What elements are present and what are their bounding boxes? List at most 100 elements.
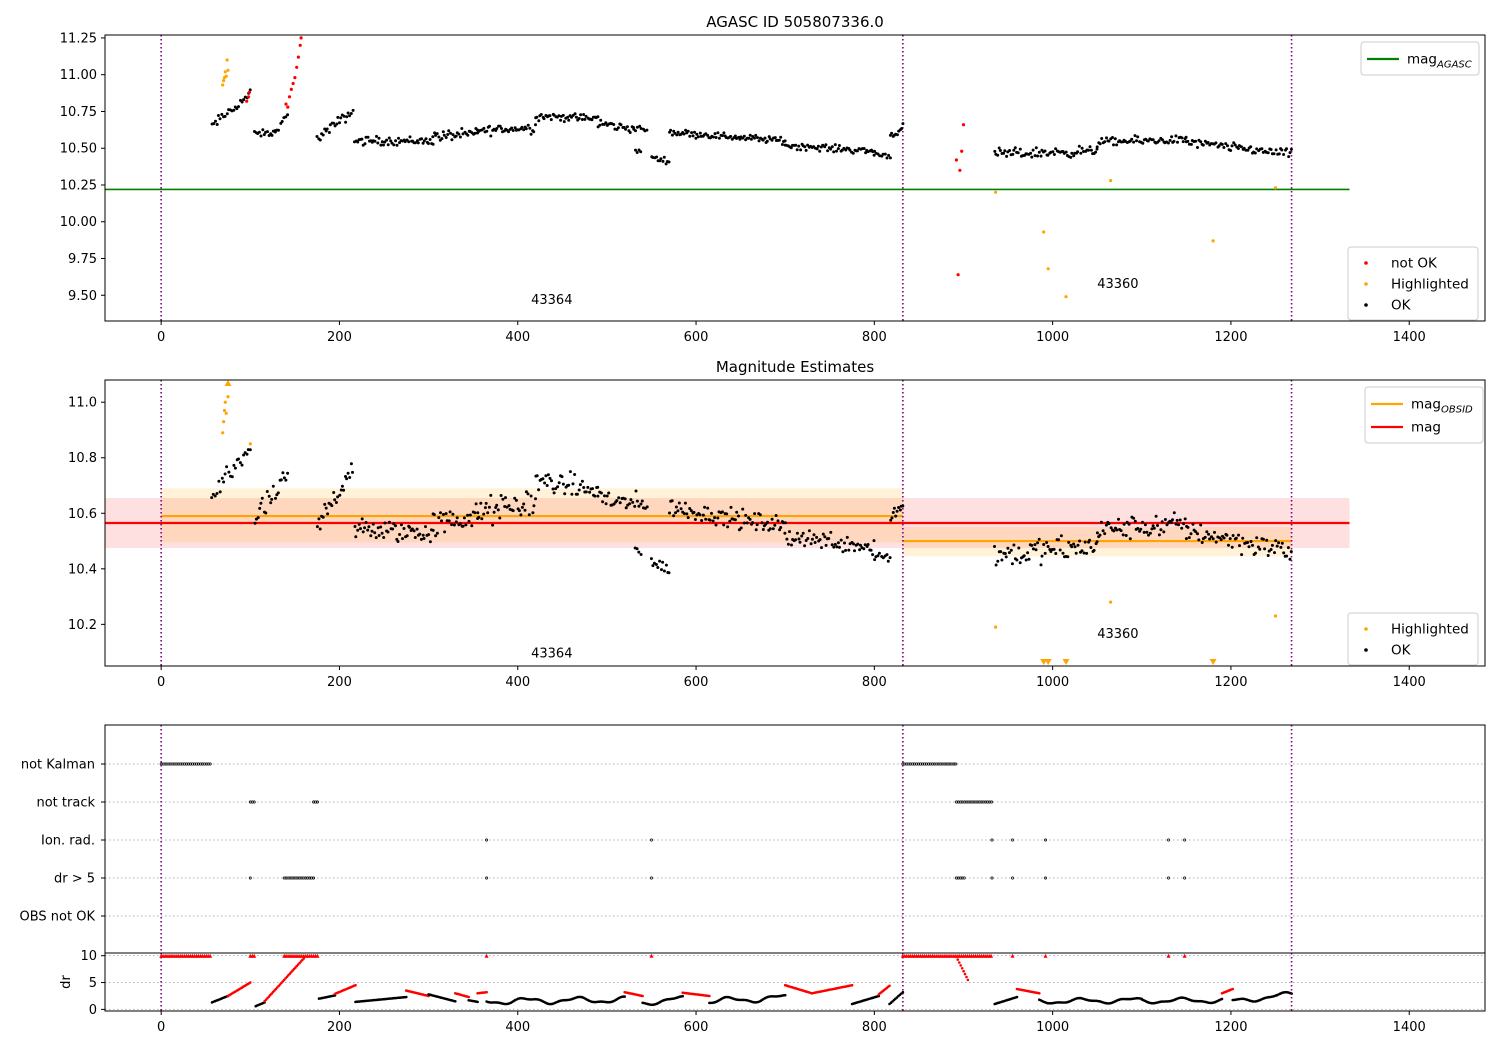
ok-point xyxy=(864,151,868,155)
x-tick-label: 200 xyxy=(327,1020,352,1035)
ok-point xyxy=(332,491,336,494)
ok-point xyxy=(639,502,643,506)
ok-point xyxy=(1104,523,1108,527)
ok-point xyxy=(1266,151,1270,155)
ok-point xyxy=(373,531,377,535)
dr-point xyxy=(1290,992,1293,995)
ok-point xyxy=(431,528,435,532)
ok-point xyxy=(1180,136,1184,140)
ok-point xyxy=(238,461,242,465)
ok-point xyxy=(783,139,787,143)
ok-point xyxy=(763,136,767,140)
ok-point xyxy=(421,533,425,537)
ok-point xyxy=(1197,538,1201,542)
ok-point xyxy=(335,122,339,126)
ok-point xyxy=(737,514,740,518)
ok-point xyxy=(1027,557,1031,561)
ok-point xyxy=(788,530,791,534)
not-ok-point xyxy=(296,55,300,59)
ok-point xyxy=(549,118,553,122)
ok-point xyxy=(517,509,521,513)
ok-point xyxy=(489,134,493,138)
ok-point xyxy=(345,115,349,119)
ok-point xyxy=(1150,527,1154,531)
ok-point xyxy=(253,521,257,525)
panel-agasc: AGASC ID 505807336.0 43364 43360 0 200 400 6… xyxy=(60,13,1486,345)
ok-point xyxy=(511,509,515,513)
panel-agasc-plot-area: 43364 43360 xyxy=(105,35,1350,321)
ok-point xyxy=(431,135,435,139)
not-ok-point xyxy=(245,99,249,103)
ok-point xyxy=(514,498,518,502)
legend-frame xyxy=(1360,41,1480,76)
ok-point xyxy=(635,125,639,129)
ok-point xyxy=(1122,522,1126,526)
ok-point xyxy=(1088,538,1092,542)
ok-point xyxy=(670,499,674,503)
ok-point xyxy=(898,508,902,512)
ok-point xyxy=(1152,526,1156,530)
x-tick-label: 0 xyxy=(157,1020,165,1035)
flag-point xyxy=(1011,838,1014,842)
ok-point xyxy=(881,152,885,156)
dr-clipped-marker xyxy=(1182,953,1187,958)
dr-point xyxy=(963,972,967,976)
ok-point xyxy=(568,470,572,474)
ok-point xyxy=(495,127,499,130)
ok-point xyxy=(484,501,488,505)
ok-point xyxy=(336,115,340,119)
ok-point xyxy=(1289,550,1293,554)
dr-point xyxy=(1220,997,1224,1001)
ok-point xyxy=(321,133,325,137)
ok-point xyxy=(584,114,588,118)
ok-point xyxy=(1017,546,1021,550)
flag-point xyxy=(312,876,316,880)
ok-point xyxy=(339,116,343,120)
ok-point xyxy=(462,516,466,520)
ok-point xyxy=(758,513,762,517)
ok-point xyxy=(370,529,374,533)
ok-point xyxy=(360,517,364,521)
ok-point xyxy=(1156,524,1159,527)
flag-point xyxy=(1044,876,1047,880)
ok-point xyxy=(797,537,801,541)
ok-point xyxy=(401,537,404,541)
ok-point xyxy=(1280,148,1284,152)
panel-agasc-title: AGASC ID 505807336.0 xyxy=(706,13,884,31)
ok-point xyxy=(832,545,836,549)
ok-point xyxy=(1285,147,1288,151)
ok-point xyxy=(537,119,541,123)
ok-point xyxy=(756,136,759,140)
ok-point xyxy=(656,566,660,569)
ok-point xyxy=(216,114,220,117)
ok-point xyxy=(1076,543,1080,547)
ok-point xyxy=(728,519,732,523)
ok-point xyxy=(1103,140,1107,144)
dr-point xyxy=(1231,987,1234,991)
ok-point xyxy=(783,521,787,525)
ok-point xyxy=(466,513,470,517)
ok-point xyxy=(1229,149,1233,152)
ok-point xyxy=(742,521,746,525)
ok-point xyxy=(573,112,577,116)
ok-point xyxy=(454,134,458,138)
ok-point xyxy=(1030,543,1034,547)
legend-marker-0 xyxy=(1364,261,1368,265)
ok-point xyxy=(1269,548,1273,551)
ok-point xyxy=(345,477,349,481)
ok-point xyxy=(356,140,360,144)
ok-point xyxy=(413,536,417,539)
ok-point xyxy=(1103,532,1107,536)
ok-point xyxy=(900,127,904,130)
ok-point xyxy=(1119,529,1123,533)
ok-point xyxy=(544,474,548,478)
ok-point xyxy=(1166,141,1170,145)
panel-magnitude-frame xyxy=(104,379,1486,667)
x-tick-label: 1200 xyxy=(1214,675,1247,690)
ok-point xyxy=(830,543,834,547)
ok-point xyxy=(398,533,402,536)
ok-point xyxy=(634,148,637,152)
ok-point xyxy=(336,495,340,499)
ok-point xyxy=(483,506,487,510)
